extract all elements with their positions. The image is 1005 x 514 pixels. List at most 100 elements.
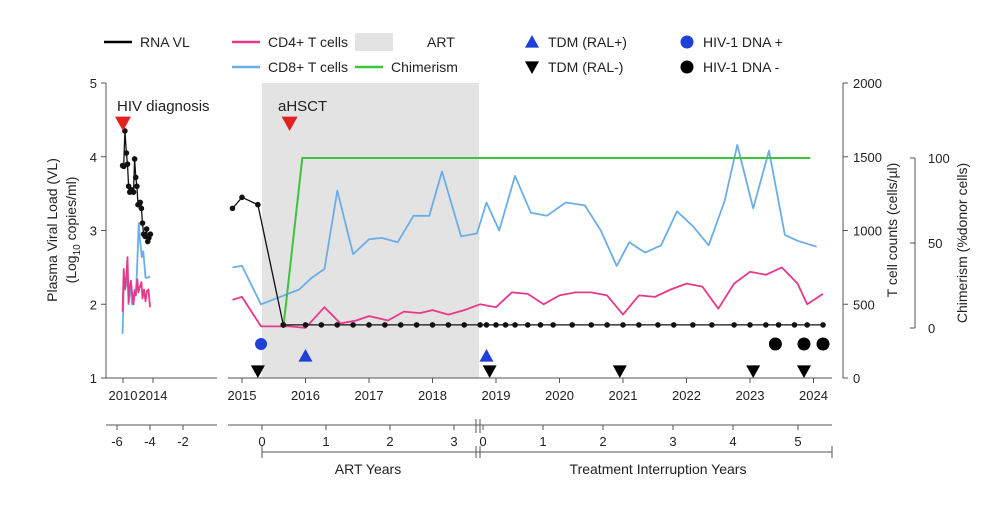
relative-tick-label: -4	[144, 434, 156, 449]
rna-vl-undetectable-point	[655, 322, 661, 328]
tdm-ral-pos-marker	[479, 349, 494, 362]
left-y-tick-label: 1	[90, 371, 97, 386]
legend: RNA VL CD4+ T cells CD8+ T cells ART Chimeri…	[104, 33, 783, 75]
rna-vl-undetectable-point	[397, 322, 404, 328]
legend-swatch-tdm_pos	[525, 35, 539, 48]
x-tick-label-panel2: 2021	[609, 388, 638, 403]
left-y-tick-label: 4	[90, 150, 97, 165]
rna-vl-undetectable-point	[804, 322, 810, 328]
left-y-axis-title-line2: (Log10 copies/ml)	[63, 177, 83, 284]
chimerism-tick-label: 0	[928, 321, 935, 336]
art-year-tick-label: 3	[450, 434, 457, 449]
rna-vl-undetectable-point	[671, 322, 677, 328]
rna-vl-undetectable-point	[318, 322, 325, 328]
x-tick-label-panel1: 2014	[139, 388, 168, 403]
right-y-tick-label: 1000	[853, 224, 882, 239]
rna-vl-undetectable-point	[334, 322, 341, 328]
rna-vl-undetectable-point	[747, 322, 753, 328]
chimerism-axis-title: Chimerism (%donor cells)	[954, 163, 970, 323]
rna-vl-undetectable-point	[413, 322, 420, 328]
rna-vl-point	[123, 150, 130, 156]
relative-tick-label: -2	[177, 434, 189, 449]
chimerism-line	[282, 157, 811, 329]
left-y-axis-title-subscript: 10	[72, 244, 83, 256]
x-tick-label-panel2: 2023	[736, 388, 765, 403]
ti-year-tick-label: 3	[669, 434, 676, 449]
ti-year-tick-label: 5	[794, 434, 801, 449]
rna-vl-point	[124, 161, 131, 167]
rna-vl-undetectable-point	[350, 322, 356, 328]
rna-vl-undetectable-point	[588, 322, 595, 328]
rna-vl-point	[132, 174, 139, 181]
rna-vl-point	[130, 189, 137, 195]
cd4-line-panel1	[121, 256, 151, 312]
rna-vl-point	[134, 183, 140, 190]
rna-vl-undetectable-point	[537, 322, 544, 328]
x-tick-label-panel2: 2016	[291, 388, 320, 403]
right-y-tick-label: 500	[853, 297, 875, 312]
rna-vl-point	[255, 201, 261, 208]
hiv-dna-neg-marker	[797, 337, 811, 351]
x-tick-label-panel1: 2010	[109, 388, 138, 403]
rna-vl-undetectable-point	[382, 322, 388, 328]
right-y-tick-label: 0	[853, 371, 860, 386]
left-y-tick-label: 3	[90, 224, 97, 239]
annotations-layer: HIV diagnosis aHSCT	[117, 98, 327, 115]
rna-vl-undetectable-point	[690, 322, 696, 328]
tdm-ral-pos-marker	[298, 349, 313, 362]
rna-vl-point	[131, 156, 138, 162]
legend-label-chim: Chimerism	[391, 59, 458, 75]
x-tick-label-panel2: 2024	[799, 388, 828, 403]
hiv-dna-pos-marker	[255, 338, 268, 350]
ti-year-tick-label: 1	[539, 434, 546, 449]
left-y-axis-title-prefix: (Log	[63, 255, 79, 283]
art-year-tick-label: 0	[258, 434, 265, 449]
legend-label-rna: RNA VL	[140, 34, 190, 50]
ahsct-label: aHSCT	[278, 98, 327, 115]
legend-label-tdm_neg: TDM (RAL-)	[548, 59, 623, 75]
relative-tick-label: -6	[111, 434, 123, 449]
rna-vl-undetectable-point	[636, 322, 642, 328]
chimerism-tick-label: 100	[928, 151, 950, 166]
x-tick-label-panel2: 2015	[228, 388, 257, 403]
legend-label-cd4: CD4+ T cells	[268, 34, 348, 50]
legend-label-tdm_pos: TDM (RAL+)	[548, 34, 627, 50]
cd8-line-panel2	[232, 143, 817, 306]
left-y-tick-label: 5	[90, 76, 97, 91]
hiv-dna-neg-marker	[816, 337, 830, 351]
x-tick-label-panel2: 2019	[482, 388, 511, 403]
rna-vl-undetectable-point	[550, 322, 556, 328]
rna-vl-point	[137, 199, 144, 206]
ti-year-tick-label: 2	[599, 434, 606, 449]
art-year-tick-label: 2	[386, 434, 393, 449]
rna-vl-undetectable-point	[791, 322, 798, 328]
right-y-tick-label: 2000	[853, 76, 882, 91]
series-layer	[119, 128, 826, 334]
rna-vl-undetectable-point	[604, 322, 610, 328]
hiv-diagnosis-marker	[115, 116, 131, 131]
rna-vl-undetectable-point	[461, 322, 468, 328]
rna-vl-undetectable-point	[429, 322, 436, 328]
chimerism-tick-label: 50	[928, 236, 942, 251]
cd4-line-panel2	[232, 266, 824, 329]
rna-vl-point	[239, 194, 245, 201]
rna-vl-undetectable-point	[502, 322, 509, 328]
legend-swatch-dna_pos	[680, 35, 694, 49]
x-tick-label-panel2: 2017	[355, 388, 384, 403]
legend-label-dna_neg: HIV-1 DNA -	[703, 59, 780, 75]
rna-vl-undetectable-point	[280, 322, 287, 328]
tdm-ral-neg-marker	[250, 365, 265, 378]
rna-vl-undetectable-point	[820, 322, 826, 328]
legend-label-dna_pos: HIV-1 DNA +	[703, 34, 783, 50]
rna-vl-point	[229, 205, 236, 212]
rna-vl-line-panel2	[232, 196, 284, 326]
right-y-axis-title: T cell counts (cells/µl)	[884, 163, 900, 298]
x-tick-label-panel2: 2018	[418, 388, 447, 403]
tdm-ral-neg-marker	[746, 365, 761, 378]
rna-vl-undetectable-point	[493, 322, 499, 328]
rna-vl-point	[147, 231, 154, 237]
legend-label-cd8: CD8+ T cells	[268, 59, 348, 75]
tdm-ral-neg-marker	[796, 365, 811, 378]
